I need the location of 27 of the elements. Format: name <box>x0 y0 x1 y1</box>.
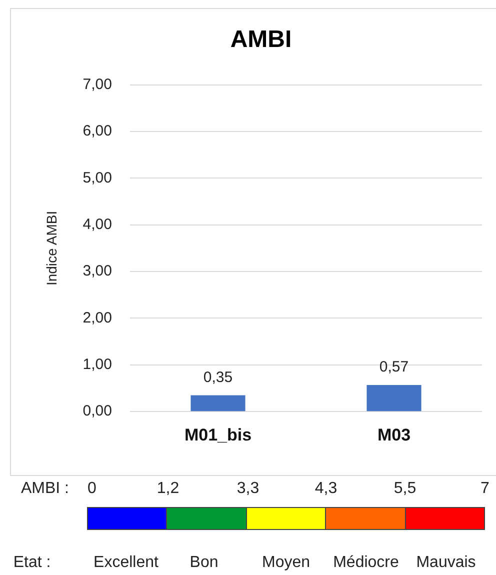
y-tick-label: 1,00 <box>82 356 112 374</box>
y-axis-title: Indice AMBI <box>43 210 60 286</box>
y-tick-label: 4,00 <box>82 216 112 233</box>
text: AMBI : <box>20 480 70 498</box>
data-label: 0,35 <box>203 368 233 386</box>
text: 4,3 <box>314 480 338 498</box>
y-tick-label: 3,00 <box>82 262 112 280</box>
chart-title: AMBI <box>230 26 292 54</box>
text: 7 <box>480 480 490 498</box>
text: Mauvais <box>416 554 476 572</box>
text: 3,3 <box>236 480 260 498</box>
x-tick-label: M01_bis <box>184 425 252 444</box>
text: Excellent <box>94 554 158 572</box>
x-tick-label: M03 <box>377 425 411 444</box>
text: Moyen <box>262 554 310 572</box>
text: Médiocre <box>333 554 399 572</box>
text: 0 <box>88 480 96 498</box>
y-tick-label: 5,00 <box>82 169 112 186</box>
text: 5,5 <box>394 480 416 498</box>
text: Etat : <box>13 554 51 572</box>
y-tick-label: 0,00 <box>82 402 112 420</box>
y-tick-label: 2,00 <box>82 309 112 326</box>
text: 1,2 <box>156 480 180 498</box>
data-label: 0,57 <box>379 358 409 376</box>
y-tick-label: 7,00 <box>82 76 112 93</box>
y-tick-label: 6,00 <box>82 122 112 140</box>
text: Bon <box>190 554 218 572</box>
